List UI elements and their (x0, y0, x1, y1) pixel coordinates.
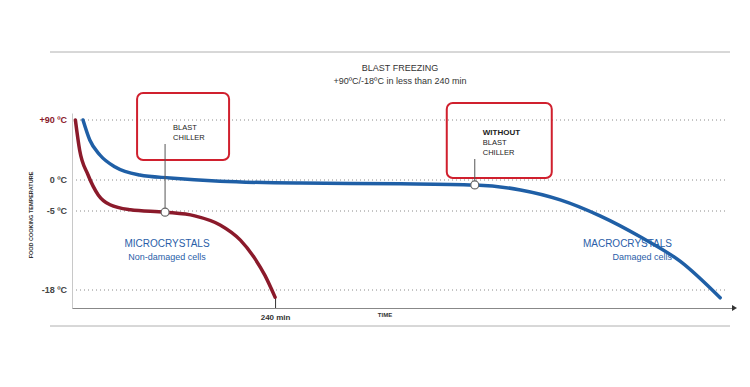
annotation-leader (165, 144, 166, 212)
series-line (83, 120, 720, 298)
y-tick: 0 ºC (50, 175, 72, 185)
region-label: MICROCRYSTALS Non-damaged cells (124, 238, 210, 262)
annotation-text: CHILLER (173, 133, 205, 142)
y-axis: -18 ºC -5 ºC 0 ºC +90 ºC (39, 114, 72, 309)
annotation-text: BLAST (483, 138, 507, 147)
grid (72, 120, 725, 290)
y-axis-title: FOOD COOKING TEMPERATURE (28, 171, 34, 258)
annotation-box (447, 103, 552, 178)
x-tick: 240 min (261, 296, 291, 322)
bottom-rule (50, 326, 730, 327)
x-axis-arrow (732, 305, 737, 311)
y-tick: -18 ºC (42, 285, 72, 295)
annotation: BLASTCHILLER (137, 93, 229, 216)
x-axis-line (73, 308, 733, 309)
annotation-box (137, 93, 229, 160)
x-axis-title: TIME (378, 312, 392, 318)
annotation-point (161, 208, 169, 216)
x-axis: 240 min (73, 296, 733, 322)
annotation-text: CHILLER (483, 148, 515, 157)
annotation-text: BLAST (173, 123, 197, 132)
region-text: Non-damaged cells (128, 252, 206, 262)
region-text: Damaged cells (612, 252, 672, 262)
annotation-point (471, 181, 479, 189)
y-axis-line (72, 114, 73, 309)
annotations: BLASTCHILLERWITHOUTBLASTCHILLER (137, 93, 552, 216)
chart: BLAST FREEZING +90ºC/-18ºC in less than 2… (0, 0, 750, 387)
plot-area (75, 120, 720, 298)
y-tick: +90 ºC (39, 115, 72, 125)
y-tick-label: +90 ºC (39, 115, 67, 125)
top-rule (50, 52, 730, 53)
annotation: WITHOUTBLASTCHILLER (447, 103, 552, 189)
series-line (75, 120, 275, 297)
subtitle: +90ºC/-18ºC in less than 240 min (334, 76, 467, 86)
title: BLAST FREEZING (362, 63, 438, 73)
y-tick-label: -5 ºC (47, 206, 68, 216)
y-tick: -5 ºC (47, 206, 72, 216)
grid-line (72, 120, 725, 121)
annotation-lead: WITHOUT (483, 128, 520, 137)
y-tick-label: 0 ºC (50, 175, 68, 185)
y-tick-label: -18 ºC (42, 285, 68, 295)
x-tick-label: 240 min (261, 313, 291, 322)
grid-line (72, 290, 725, 291)
region-title: MICROCRYSTALS (124, 238, 210, 249)
region-label: MACROCRYSTALSDamaged cells (583, 238, 673, 262)
